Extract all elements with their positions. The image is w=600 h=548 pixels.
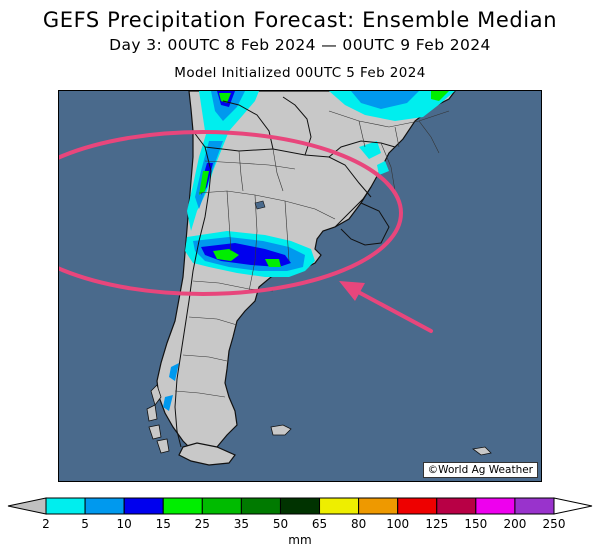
copyright-credit: ©World Ag Weather	[422, 462, 538, 478]
legend-tick-label: 100	[386, 517, 409, 531]
legend-tick-label: 25	[195, 517, 210, 531]
legend-tick-label: 125	[425, 517, 448, 531]
province-borders	[174, 148, 336, 398]
legend-swatch	[358, 497, 399, 515]
legend-overflow	[553, 497, 593, 515]
precip-central-argentina	[185, 231, 315, 277]
country-borders	[174, 96, 396, 448]
legend-swatch	[319, 497, 360, 515]
legend-tick-label: 10	[117, 517, 132, 531]
legend-swatch	[240, 497, 281, 515]
legend-tick-label: 35	[234, 517, 249, 531]
legend-tick-label: 250	[543, 517, 566, 531]
land-falklands	[270, 424, 292, 436]
legend-swatch	[436, 497, 477, 515]
lake	[254, 200, 266, 210]
legend-swatch	[201, 497, 242, 515]
legend-tick-label: 5	[81, 517, 89, 531]
brazil-state-borders	[328, 110, 450, 192]
chart-title: GEFS Precipitation Forecast: Ensemble Me…	[42, 8, 558, 32]
forecast-period: Day 3: 00UTC 8 Feb 2024 — 00UTC 9 Feb 20…	[109, 36, 491, 54]
legend-tick-label: 150	[464, 517, 487, 531]
legend-tick-label: 15	[156, 517, 171, 531]
precip-chile-south	[163, 363, 179, 411]
legend-tick-label: 50	[273, 517, 288, 531]
precip-andes-mid	[187, 131, 229, 231]
legend-swatch	[162, 497, 203, 515]
chile-islands	[146, 384, 170, 454]
highlight-arrow	[339, 281, 433, 333]
legend-tick-label: 80	[351, 517, 366, 531]
legend-tick-label: 2	[42, 517, 50, 531]
legend-swatch	[123, 497, 164, 515]
legend-swatch	[514, 497, 555, 515]
precipitation-map: ©World Ag Weather	[58, 90, 542, 482]
legend-underflow	[7, 497, 47, 515]
legend-swatch	[279, 497, 321, 515]
model-init-time: Model Initialized 00UTC 5 Feb 2024	[174, 65, 426, 81]
legend-tick-label: 65	[312, 517, 327, 531]
legend-swatch	[475, 497, 516, 515]
land-tierra-del-fuego	[178, 442, 236, 466]
legend-swatch	[45, 497, 86, 515]
land-south-georgia	[472, 446, 492, 456]
legend-tick-label: 200	[503, 517, 526, 531]
legend-unit: mm	[288, 533, 311, 547]
legend-swatch	[397, 497, 438, 515]
legend-swatch	[84, 497, 125, 515]
highlight-ellipse	[59, 130, 403, 296]
